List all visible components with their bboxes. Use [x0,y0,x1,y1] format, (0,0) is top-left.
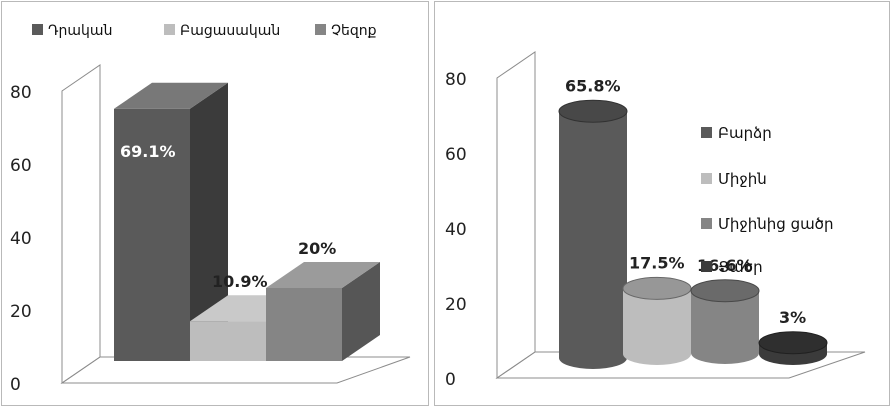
bar-side [342,262,380,361]
legend-label: Միջինից ցածր [718,215,834,233]
cylinder-2 [622,276,692,365]
back-wall [496,51,536,379]
y-tick-label: 80 [10,83,32,103]
back-wall [61,64,101,384]
data-label: 20% [298,239,336,258]
y-tick-label: 20 [10,302,32,322]
cylinder-body [623,288,691,365]
y-tick-label: 40 [10,229,32,249]
y-tick-label: 80 [445,70,467,90]
cylinder-body [691,290,759,364]
floor [60,356,411,384]
bar-3 [266,262,380,361]
legend-swatch [315,24,326,35]
legend-label: Չեզոք [331,23,377,39]
floor [495,351,866,379]
bar-top [114,82,228,109]
cylinder-top [558,99,628,123]
y-tick-label: 60 [445,145,467,165]
chart-panel-2: 0 20 40 60 80 65.8% 17.5% 16.6% 3% Բարձր Միջին Միջի… [434,1,890,406]
data-label: 65.8% [565,76,621,95]
y-tick-label: 0 [445,370,456,390]
legend-label: Միջին [718,170,767,188]
cylinder-3 [690,279,760,364]
legend-label: Բացասական [180,23,280,39]
y-tick-label: 40 [445,220,467,240]
cylinder-body [559,111,627,369]
chart-panel-1: 0 20 40 60 80 69.1% 10.9% 20% Դրական Բացասական Չեզ… [1,1,429,406]
bar-side [190,82,228,361]
bar-front [266,288,342,361]
bar-chart-3d-1: 0 20 40 60 80 69.1% 10.9% 20% Դրական Բացասական Չեզ… [10,23,411,395]
legend-swatch [164,24,175,35]
cylinder-top [690,279,760,303]
legend-label: Ցածր [718,258,763,276]
data-label: 17.5% [629,253,685,272]
legend-label: Դրական [48,23,112,39]
cylinder-top [758,331,828,355]
legend-label: Բարձր [718,124,772,142]
y-tick-label: 60 [10,156,32,176]
cylinder-4 [758,331,828,365]
cylinder-1 [558,99,628,369]
y-tick-label: 0 [10,375,21,395]
bar-top [266,262,380,288]
cylinder-top [622,276,692,300]
legend-swatch [701,127,712,138]
bar-1 [114,82,228,361]
legend-swatch [701,173,712,184]
bar-front [114,108,190,361]
legend-swatch [701,218,712,229]
bar-front [190,321,266,361]
data-label: 69.1% [120,142,176,161]
y-tick-label: 20 [445,295,467,315]
data-label: 10.9% [212,272,268,291]
legend-swatch [701,261,712,272]
legend-swatch [32,24,43,35]
data-label: 3% [779,308,806,327]
